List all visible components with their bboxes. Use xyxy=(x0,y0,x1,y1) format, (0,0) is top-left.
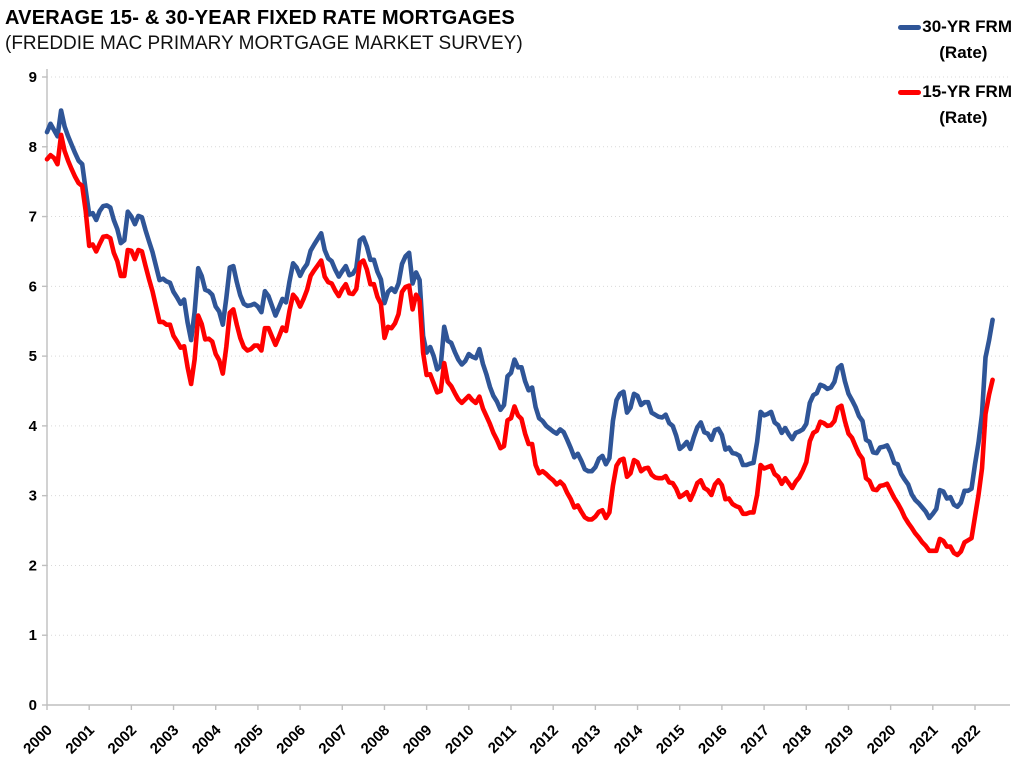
legend-marker-15yr-icon xyxy=(898,89,922,95)
x-tick-label: 2008 xyxy=(358,722,394,758)
legend-entry-15yr: 15-YR FRM (Rate) xyxy=(898,79,1012,131)
x-tick-label: 2022 xyxy=(948,722,984,758)
x-tick-label: 2017 xyxy=(737,722,773,758)
y-tick-label: 6 xyxy=(29,278,37,295)
x-tick-label: 2000 xyxy=(20,722,56,758)
x-tick-label: 2005 xyxy=(231,722,267,758)
x-tick-label: 2002 xyxy=(105,722,141,758)
legend-label-30yr: 30-YR FRM xyxy=(922,17,1012,36)
y-tick-label: 0 xyxy=(29,697,37,714)
legend-label-15yr: 15-YR FRM xyxy=(922,82,1012,101)
legend-marker-30yr-icon xyxy=(898,24,922,30)
x-tick-label: 2007 xyxy=(315,722,351,758)
series-line-15yr-frm xyxy=(44,132,995,558)
x-tick-label: 2001 xyxy=(62,722,98,758)
y-tick-label: 3 xyxy=(29,488,37,505)
x-tick-label: 2010 xyxy=(442,722,478,758)
x-tick-label: 2006 xyxy=(273,722,309,758)
x-tick-label: 2014 xyxy=(611,721,647,757)
x-tick-label: 2011 xyxy=(485,722,520,757)
legend-label-30yr-rate: (Rate) xyxy=(939,43,988,62)
y-tick-label: 1 xyxy=(29,627,37,644)
x-tick-label: 2016 xyxy=(695,722,731,758)
legend-entry-30yr: 30-YR FRM (Rate) xyxy=(898,14,1012,66)
y-tick-label: 5 xyxy=(29,348,37,365)
x-tick-label: 2003 xyxy=(147,722,183,758)
y-tick-label: 7 xyxy=(29,209,37,226)
y-tick-label: 2 xyxy=(29,557,37,574)
x-tick-label: 2009 xyxy=(400,722,436,758)
y-tick-label: 4 xyxy=(29,418,38,435)
legend: 30-YR FRM (Rate) 15-YR FRM (Rate) xyxy=(898,14,1012,144)
x-tick-label: 2012 xyxy=(526,722,562,758)
x-tick-label: 2013 xyxy=(569,722,605,758)
x-tick-label: 2021 xyxy=(906,722,942,758)
x-tick-label: 2015 xyxy=(653,722,689,758)
x-tick-label: 2004 xyxy=(189,721,225,757)
x-tick-label: 2018 xyxy=(779,722,815,758)
chart-subtitle: (FREDDIE MAC PRIMARY MORTGAGE MARKET SUR… xyxy=(5,33,523,54)
x-tick-label: 2020 xyxy=(864,722,900,758)
chart-header: AVERAGE 15- & 30-YEAR FIXED RATE MORTGAG… xyxy=(5,5,523,56)
y-tick-label: 9 xyxy=(29,69,37,86)
x-tick-label: 2019 xyxy=(822,722,858,758)
series-line-30yr-frm xyxy=(44,108,995,521)
legend-label-15yr-rate: (Rate) xyxy=(939,108,988,127)
y-tick-label: 8 xyxy=(29,139,37,156)
chart-title: AVERAGE 15- & 30-YEAR FIXED RATE MORTGAG… xyxy=(5,7,515,29)
